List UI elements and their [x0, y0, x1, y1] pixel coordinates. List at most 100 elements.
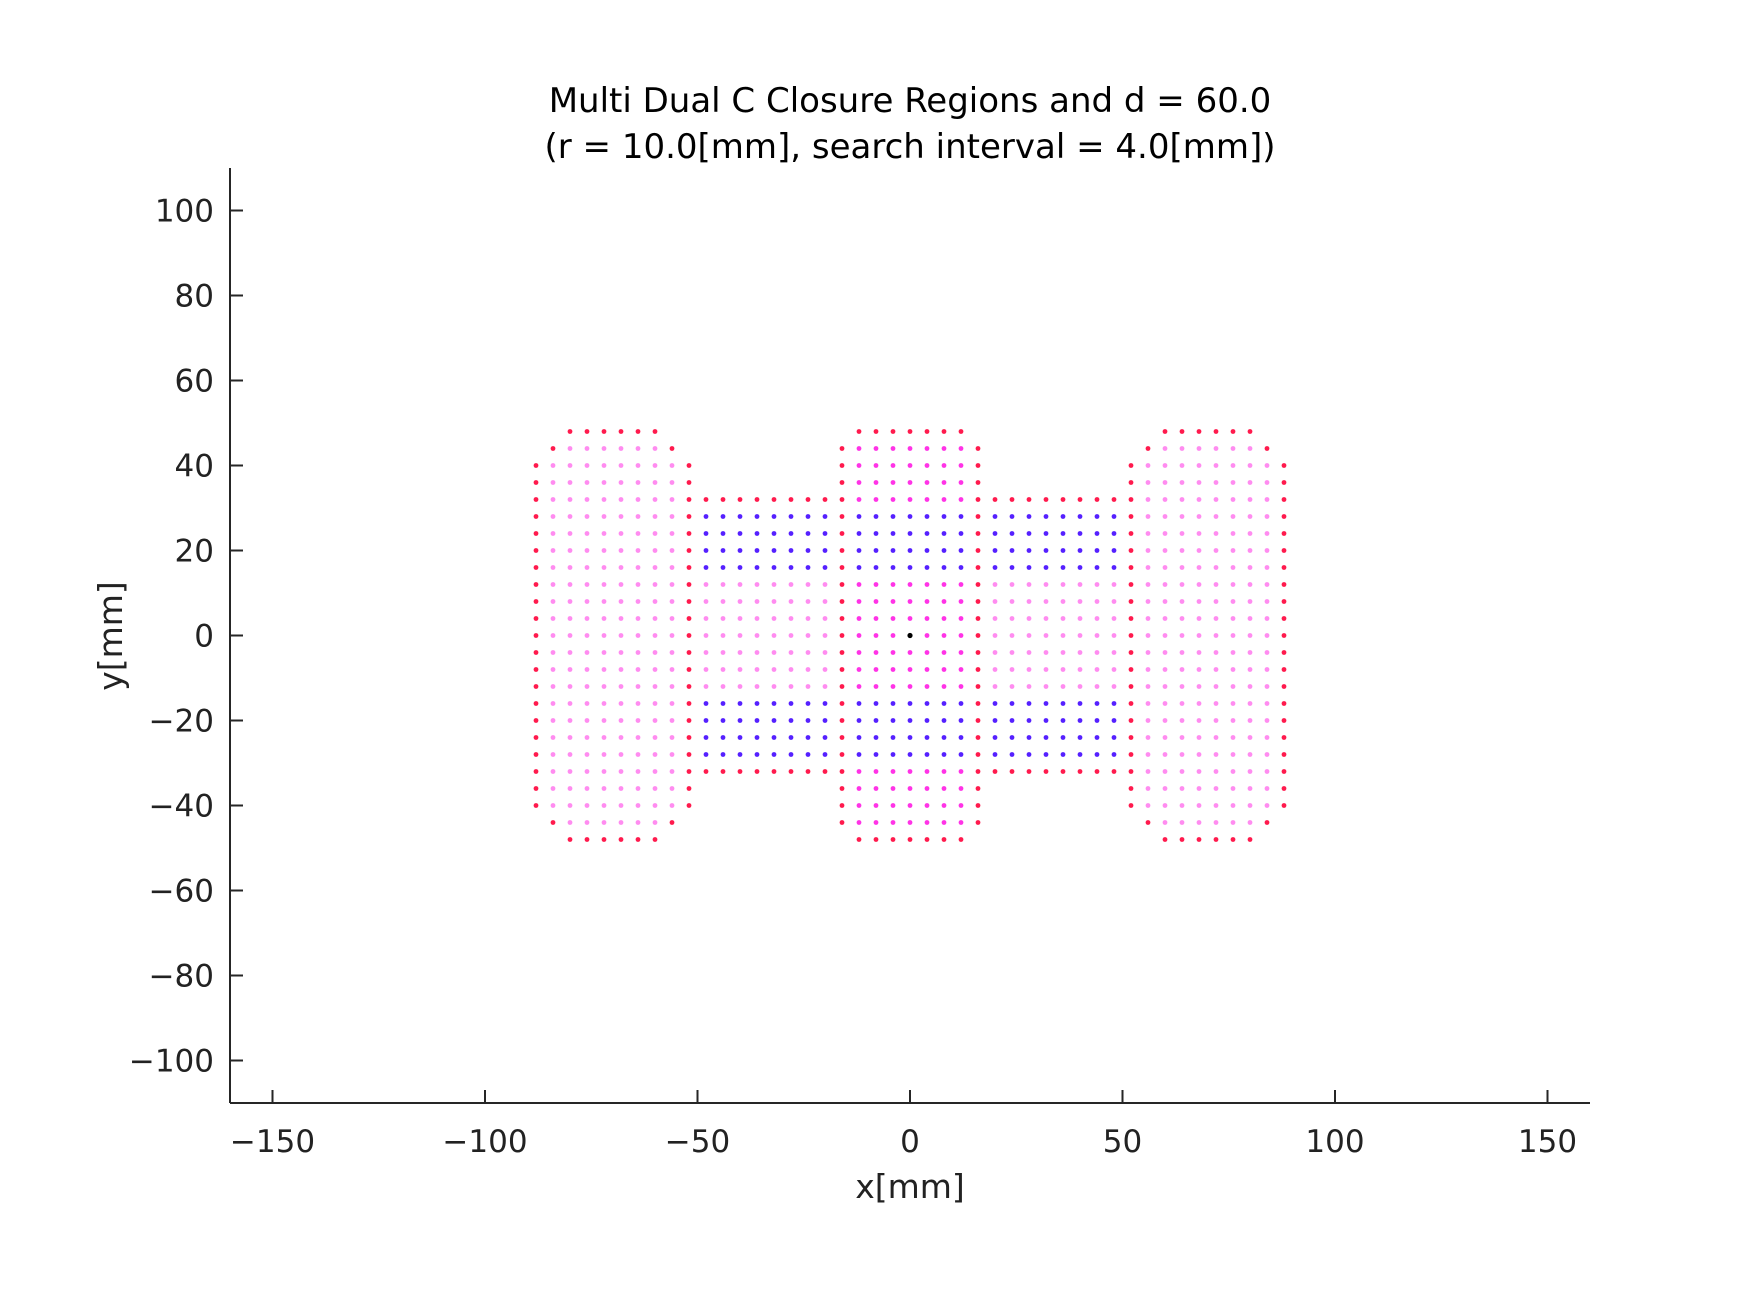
data-point	[788, 752, 794, 757]
data-point	[686, 548, 692, 553]
data-point	[924, 633, 930, 638]
data-point	[635, 752, 641, 757]
data-point	[788, 497, 794, 502]
data-point	[533, 684, 539, 689]
data-point	[754, 599, 760, 604]
data-point	[550, 752, 556, 757]
data-point	[1230, 667, 1236, 672]
data-point	[1281, 667, 1287, 672]
data-point	[958, 650, 964, 655]
data-point	[652, 531, 658, 536]
data-point	[856, 497, 862, 502]
data-point	[1060, 514, 1066, 519]
data-point	[1247, 497, 1253, 502]
data-point	[601, 599, 607, 604]
y-axis-label: y[mm]	[91, 581, 130, 691]
data-point	[1247, 633, 1253, 638]
data-point	[1043, 684, 1049, 689]
data-point	[1111, 514, 1117, 519]
data-point	[686, 650, 692, 655]
data-point	[584, 599, 590, 604]
data-point	[1162, 769, 1168, 774]
data-point	[1264, 735, 1270, 740]
data-point	[1162, 786, 1168, 791]
data-point	[618, 633, 624, 638]
data-point	[635, 463, 641, 468]
data-point	[924, 803, 930, 808]
data-point	[1162, 446, 1168, 451]
data-point	[1247, 531, 1253, 536]
data-point	[1230, 786, 1236, 791]
data-point	[669, 769, 675, 774]
data-point	[1043, 497, 1049, 502]
data-point	[1026, 565, 1032, 570]
data-point	[703, 497, 709, 502]
data-point	[550, 735, 556, 740]
data-point	[1179, 548, 1185, 553]
data-point	[958, 463, 964, 468]
data-point	[839, 582, 845, 587]
data-point	[771, 701, 777, 706]
data-point	[1145, 480, 1151, 485]
data-point	[771, 718, 777, 723]
data-point	[686, 667, 692, 672]
data-point	[958, 497, 964, 502]
data-point	[550, 650, 556, 655]
data-point	[1162, 803, 1168, 808]
data-point	[669, 718, 675, 723]
data-point	[771, 769, 777, 774]
data-point	[839, 701, 845, 706]
data-point	[601, 446, 607, 451]
data-point	[754, 633, 760, 638]
data-point	[941, 769, 947, 774]
data-point	[533, 582, 539, 587]
data-point	[1196, 633, 1202, 638]
data-point	[686, 735, 692, 740]
data-point	[754, 650, 760, 655]
data-point	[1060, 650, 1066, 655]
data-point	[941, 803, 947, 808]
data-point	[669, 531, 675, 536]
data-point	[533, 752, 539, 757]
data-point	[1179, 531, 1185, 536]
data-point	[1128, 752, 1134, 757]
data-point	[703, 701, 709, 706]
data-point	[941, 497, 947, 502]
data-point	[958, 548, 964, 553]
data-point	[1213, 803, 1219, 808]
data-point	[890, 837, 896, 842]
data-point	[992, 769, 998, 774]
data-point	[771, 548, 777, 553]
data-point	[1128, 718, 1134, 723]
data-point	[873, 667, 879, 672]
data-point	[1281, 463, 1287, 468]
data-point	[686, 599, 692, 604]
data-point	[1145, 667, 1151, 672]
data-point	[720, 497, 726, 502]
data-point	[941, 701, 947, 706]
data-point	[635, 820, 641, 825]
data-point	[1264, 633, 1270, 638]
data-point	[992, 616, 998, 621]
data-point	[1009, 718, 1015, 723]
data-point	[958, 735, 964, 740]
data-point	[703, 650, 709, 655]
data-point	[635, 531, 641, 536]
x-tick-label: 150	[1518, 1124, 1577, 1160]
data-point	[1077, 718, 1083, 723]
data-point	[992, 599, 998, 604]
data-point	[618, 735, 624, 740]
data-point	[822, 735, 828, 740]
data-point	[822, 565, 828, 570]
data-point	[686, 514, 692, 519]
data-point	[601, 820, 607, 825]
data-point	[1094, 650, 1100, 655]
data-point	[720, 701, 726, 706]
data-point	[890, 633, 896, 638]
data-point	[1230, 531, 1236, 536]
data-point	[1162, 480, 1168, 485]
data-point	[941, 735, 947, 740]
data-point	[788, 718, 794, 723]
y-tick-label: −20	[149, 704, 214, 740]
